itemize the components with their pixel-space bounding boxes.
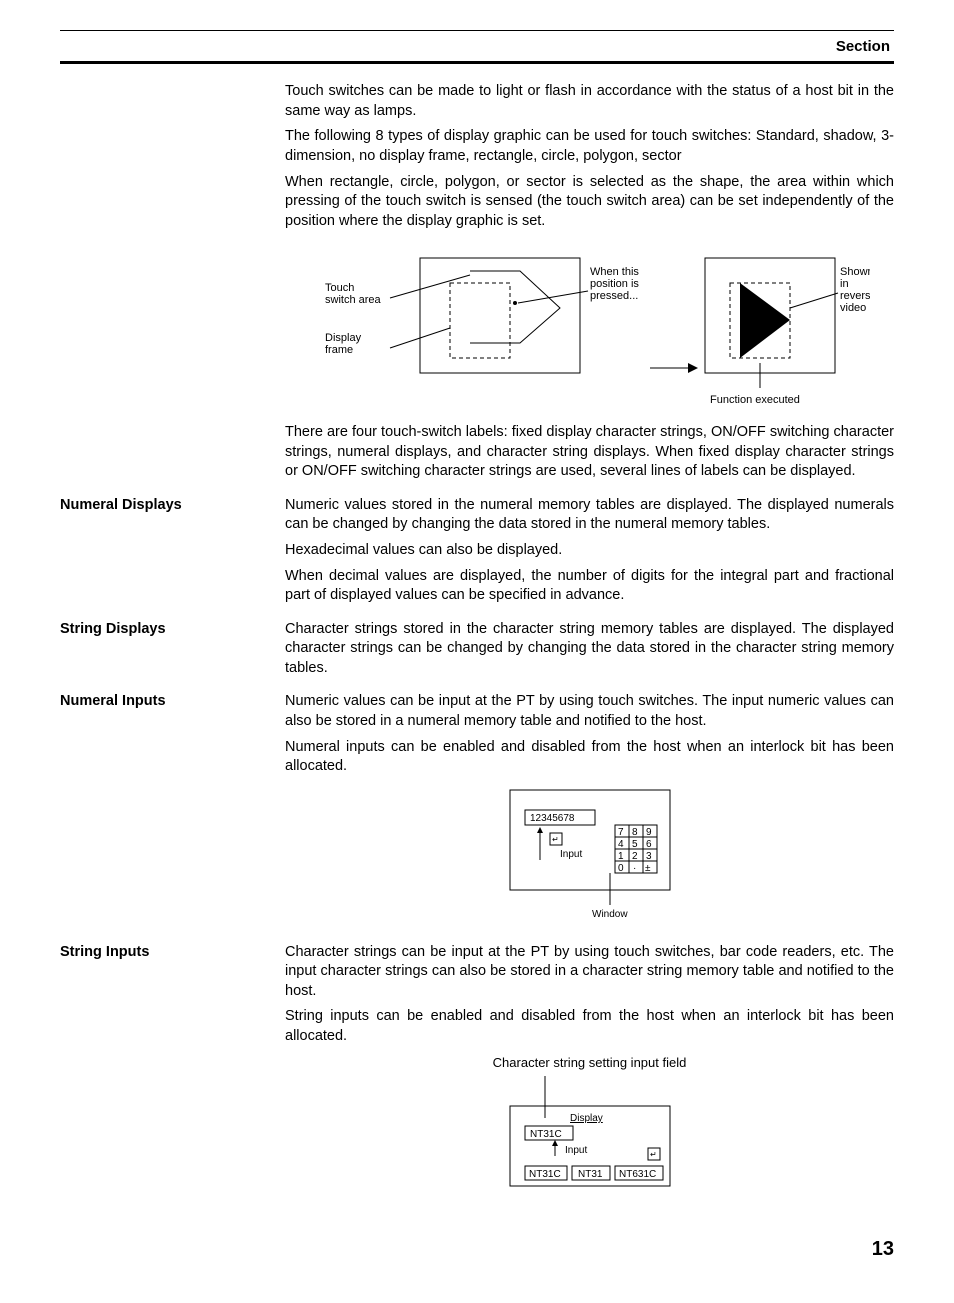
- svg-text:7: 7: [618, 827, 624, 838]
- heading-string-inputs: String Inputs: [60, 943, 285, 1206]
- numeral-inputs-p1: Numeric values can be input at the PT by…: [285, 692, 894, 731]
- svg-text:0: 0: [618, 863, 624, 874]
- svg-text:1: 1: [618, 851, 624, 862]
- svg-text:3: 3: [646, 851, 652, 862]
- svg-text:5: 5: [632, 839, 638, 850]
- heading-numeral-inputs: Numeral Inputs: [60, 692, 285, 934]
- string-input-btn1: NT31C: [529, 1169, 561, 1180]
- numeral-displays-p2: Hexadecimal values can also be displayed…: [285, 541, 894, 561]
- intro-p2: The following 8 types of display graphic…: [285, 127, 894, 166]
- keypad-window-label: Window: [592, 909, 628, 920]
- string-input-caption: Character string setting input field: [493, 1054, 687, 1072]
- label-function-executed: Function executed: [710, 394, 800, 406]
- svg-text:↵: ↵: [650, 1150, 657, 1159]
- svg-text:6: 6: [646, 839, 652, 850]
- section-header: Section: [60, 33, 894, 61]
- string-input-display-label: Display: [570, 1113, 603, 1124]
- label-when-pressed: When thisposition ispressed...: [590, 266, 639, 302]
- heading-string-displays: String Displays: [60, 620, 285, 685]
- label-touch-switch-area: Touchswitch area: [325, 282, 382, 306]
- touch-switch-figure: Touchswitch area Displayframe When thisp…: [285, 253, 894, 413]
- svg-text:9: 9: [646, 827, 652, 838]
- numeral-displays-p3: When decimal values are displayed, the n…: [285, 567, 894, 606]
- svg-text:4: 4: [618, 839, 624, 850]
- string-input-input-label: Input: [565, 1145, 587, 1156]
- svg-text:±: ±: [645, 863, 651, 874]
- string-input-figure: Character string setting input field Dis…: [285, 1054, 894, 1196]
- numeral-inputs-p2: Numeral inputs can be enabled and disabl…: [285, 738, 894, 777]
- numeral-displays-p1: Numeric values stored in the numeral mem…: [285, 496, 894, 535]
- numeral-input-figure: 12345678 ↵ 789 456 123 0 · ±: [285, 785, 894, 925]
- string-input-value: NT31C: [530, 1129, 562, 1140]
- string-input-btn2: NT31: [578, 1169, 603, 1180]
- svg-text:2: 2: [632, 851, 638, 862]
- svg-text:↵: ↵: [552, 835, 559, 844]
- svg-text:8: 8: [632, 827, 638, 838]
- keypad-value: 12345678: [530, 813, 575, 824]
- label-shown-reverse: Showninreversevideo: [840, 266, 870, 314]
- string-input-btn3: NT631C: [619, 1169, 656, 1180]
- string-inputs-p2: String inputs can be enabled and disable…: [285, 1007, 894, 1046]
- label-display-frame: Displayframe: [325, 332, 362, 356]
- heading-numeral-displays: Numeral Displays: [60, 496, 285, 612]
- intro-p1: Touch switches can be made to light or f…: [285, 82, 894, 121]
- intro-p3: When rectangle, circle, polygon, or sect…: [285, 173, 894, 232]
- page-number: 13: [60, 1236, 894, 1263]
- string-inputs-p1: Character strings can be input at the PT…: [285, 943, 894, 1002]
- svg-text:·: ·: [633, 863, 636, 874]
- keypad-input-label: Input: [560, 849, 582, 860]
- string-displays-p1: Character strings stored in the characte…: [285, 620, 894, 679]
- after-fig1-p1: There are four touch-switch labels: fixe…: [285, 423, 894, 482]
